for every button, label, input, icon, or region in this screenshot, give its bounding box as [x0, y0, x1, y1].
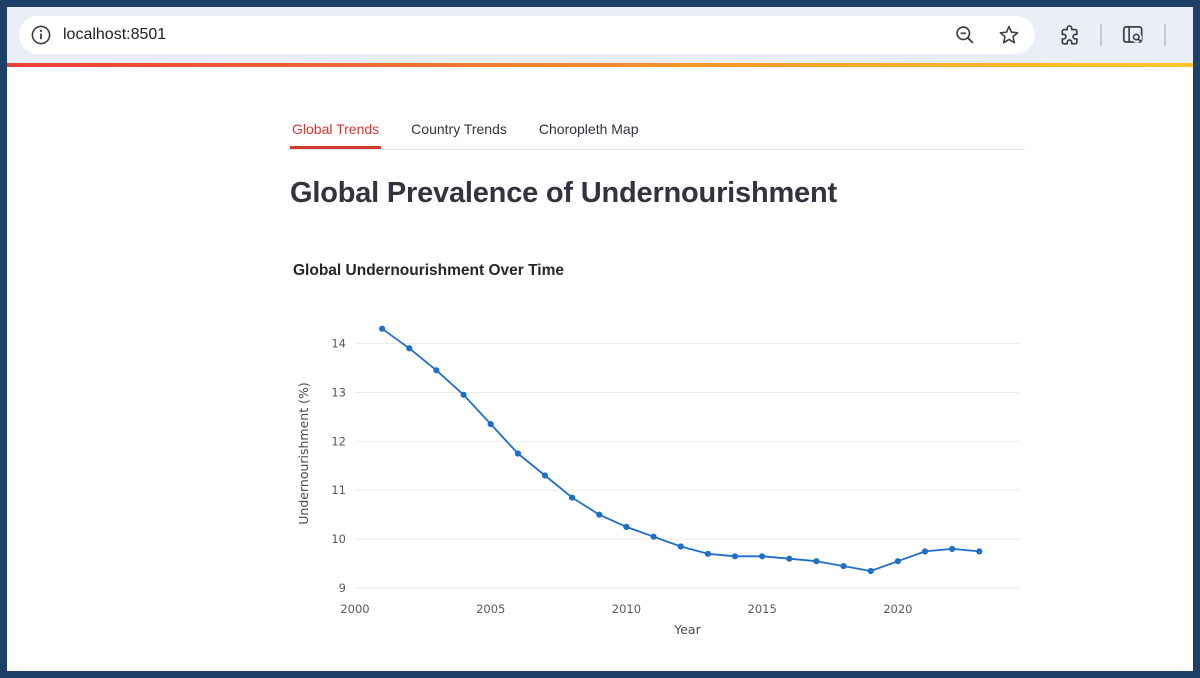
- line-chart: 9 10 11 12 13 14 2000 2005 2010 2015 2020 Year Under…: [296, 325, 1020, 637]
- toolbar-divider-right: [1164, 24, 1166, 46]
- svg-text:2020: 2020: [883, 602, 912, 616]
- svg-text:2015: 2015: [748, 602, 777, 616]
- tab-choropleth-map[interactable]: Choropleth Map: [538, 121, 639, 137]
- streamlit-decoration-bar: [7, 63, 1193, 67]
- page-title: Global Prevalence of Undernourishment: [290, 177, 837, 209]
- tab-global-trends[interactable]: Global Trends: [290, 113, 381, 149]
- extensions-icon[interactable]: [1057, 23, 1082, 48]
- svg-text:2005: 2005: [476, 602, 505, 616]
- app-content: Global Trends Country Trends Choropleth …: [290, 67, 1025, 641]
- url-text[interactable]: localhost:8501: [63, 26, 167, 43]
- svg-text:10: 10: [331, 532, 346, 546]
- tab-country-trends[interactable]: Country Trends: [411, 121, 507, 137]
- chart-title: Global Undernourishment Over Time: [293, 262, 565, 279]
- browser-toolbar: localhost:8501: [7, 7, 1193, 63]
- find-in-page-icon[interactable]: [1120, 22, 1146, 48]
- svg-text:14: 14: [331, 336, 346, 350]
- toolbar-divider: [1100, 24, 1102, 46]
- svg-text:Year: Year: [673, 622, 701, 637]
- svg-text:2000: 2000: [340, 602, 369, 616]
- zoom-out-icon[interactable]: [953, 23, 977, 47]
- svg-text:9: 9: [339, 581, 346, 595]
- chart-block: Global Undernourishment Over Time 9 10 11 1…: [290, 262, 1025, 641]
- svg-text:12: 12: [331, 434, 346, 448]
- svg-text:Undernourishment (%): Undernourishment (%): [296, 382, 311, 524]
- url-bar[interactable]: localhost:8501: [19, 16, 1035, 54]
- bookmark-star-icon[interactable]: [997, 23, 1021, 47]
- svg-text:13: 13: [331, 385, 346, 399]
- page-info-icon[interactable]: [29, 23, 53, 47]
- svg-text:2010: 2010: [612, 602, 641, 616]
- svg-text:11: 11: [331, 483, 346, 497]
- tab-bar: Global Trends Country Trends Choropleth …: [290, 113, 1025, 150]
